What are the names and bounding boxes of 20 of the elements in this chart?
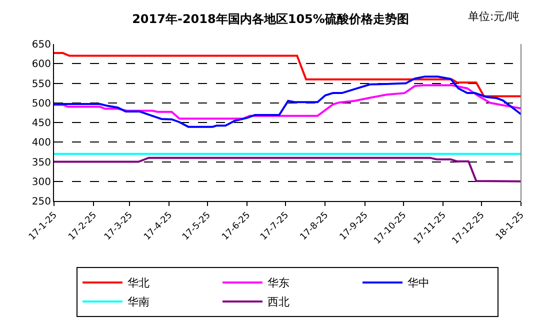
y-tick-label: 350	[32, 157, 51, 168]
y-tick-label: 650	[32, 40, 51, 50]
chart-title: 2017年-2018年国内各地区105%硫酸价格走势图	[132, 12, 409, 26]
y-tick-label: 600	[32, 59, 51, 70]
legend-label: 华南	[128, 296, 150, 309]
legend-label: 华东	[268, 276, 290, 290]
line-series	[54, 156, 521, 182]
legend-label: 华中	[408, 276, 430, 290]
line-series	[54, 84, 521, 120]
y-tick-label: 300	[32, 176, 51, 188]
legend-label: 西北	[268, 296, 290, 309]
y-tick-label: 400	[32, 138, 51, 149]
line-series	[54, 76, 521, 128]
y-tick-label: 450	[32, 118, 51, 129]
legend-label: 华北	[128, 276, 150, 290]
text: 单位:元/吨	[468, 10, 520, 23]
line-series	[54, 52, 521, 98]
y-tick-label: 550	[32, 78, 51, 90]
y-tick-label: 250	[32, 196, 51, 208]
y-tick-label: 500	[32, 98, 51, 110]
